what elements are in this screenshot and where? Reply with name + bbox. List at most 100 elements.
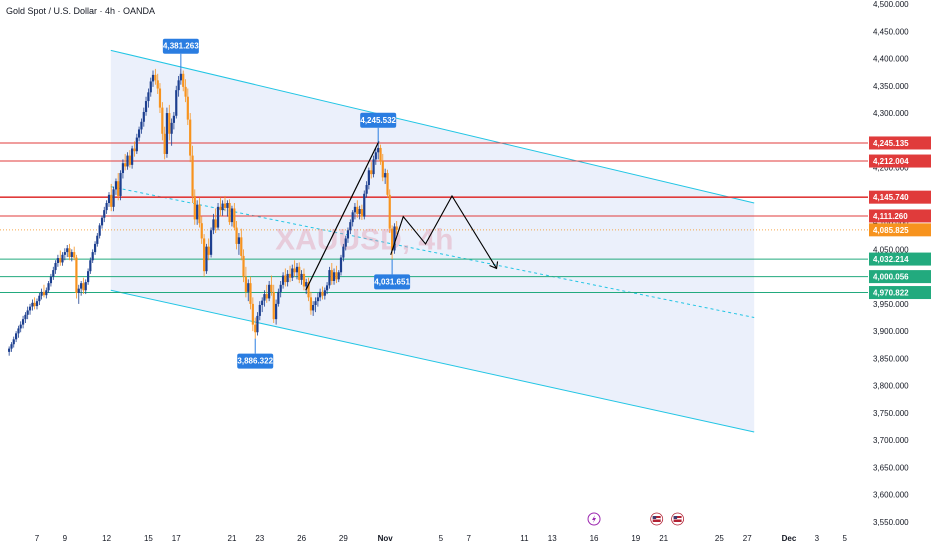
candle <box>226 200 229 217</box>
candle <box>275 299 278 325</box>
candle <box>386 169 389 198</box>
candle <box>87 268 90 285</box>
candle-body <box>114 181 118 190</box>
candle-body <box>363 193 366 217</box>
candle-body <box>244 276 247 292</box>
x-tick-label: 3 <box>815 534 820 543</box>
x-tick-label: Nov <box>378 534 394 543</box>
candle-body <box>228 203 231 223</box>
price-tag-label: 4,970.822 <box>873 289 909 298</box>
candle <box>214 208 217 234</box>
flag-stripe-white <box>673 518 682 520</box>
candle <box>52 266 55 280</box>
candle-body <box>381 161 384 178</box>
candle <box>268 280 271 302</box>
candle-body <box>337 272 340 280</box>
candle <box>272 284 275 323</box>
price-tag <box>869 190 931 204</box>
y-tick-label: 3,950.000 <box>873 300 909 309</box>
x-tick-label: 16 <box>590 534 599 543</box>
candle <box>135 133 138 154</box>
candle <box>291 264 294 281</box>
callout-box <box>237 353 274 369</box>
y-tick-label: 3,800.000 <box>873 382 909 391</box>
candle <box>316 292 319 307</box>
candle-body <box>8 348 11 352</box>
candle <box>31 299 34 311</box>
candle <box>75 254 78 299</box>
candle-body <box>121 163 125 174</box>
candle-body <box>179 73 182 81</box>
x-tick-label: 13 <box>548 534 557 543</box>
candle-body <box>49 276 53 284</box>
candle <box>151 70 155 87</box>
candle-body <box>205 246 208 272</box>
candle-body <box>21 319 25 325</box>
candle-body <box>295 266 299 273</box>
candle <box>147 88 150 108</box>
candle-body <box>270 284 273 292</box>
candle <box>149 77 152 97</box>
flag-stripe-white <box>652 518 661 520</box>
candle-body <box>124 163 127 167</box>
candle <box>112 186 115 212</box>
candle-body <box>349 222 352 231</box>
callout-label: 4,031.651 <box>374 277 410 286</box>
y-tick-label: 4,450.000 <box>873 27 909 36</box>
candle-body <box>91 252 94 261</box>
candle <box>189 113 192 163</box>
candle-body <box>302 273 306 287</box>
candle <box>10 342 13 352</box>
candle-body <box>219 206 222 211</box>
candle <box>379 144 382 165</box>
candle <box>332 268 336 285</box>
candle-body <box>177 80 180 91</box>
candle <box>270 275 273 296</box>
candle <box>59 250 62 266</box>
lightning-glyph <box>592 515 597 523</box>
candle-body <box>193 195 196 220</box>
candle-body <box>31 302 34 307</box>
channel-upper-line <box>110 49 755 204</box>
candle-body <box>344 238 347 247</box>
candle-body <box>54 263 57 271</box>
candle <box>15 331 18 343</box>
y-tick-label: 3,550.000 <box>873 518 909 527</box>
candle <box>391 225 394 260</box>
callout-label: 4,381.263 <box>163 42 199 51</box>
candle-body <box>339 257 343 273</box>
x-tick-label: 25 <box>715 534 724 543</box>
candle <box>61 252 64 266</box>
candle-body <box>196 204 199 220</box>
candle-body <box>128 155 131 165</box>
candle <box>100 215 104 229</box>
candle-body <box>165 113 169 154</box>
candle <box>66 245 69 258</box>
candle-body <box>356 206 359 214</box>
candle <box>158 83 162 114</box>
y-tick-label: 4,500.000 <box>873 0 909 9</box>
candle <box>124 153 127 171</box>
candle <box>351 210 354 227</box>
candle <box>179 68 182 85</box>
candle <box>161 102 164 141</box>
candle-body <box>242 255 245 277</box>
candle-body <box>223 203 227 208</box>
y-tick-label: 3,750.000 <box>873 409 909 418</box>
candle-body <box>279 284 282 292</box>
candle <box>205 243 208 274</box>
candle-body <box>254 324 257 333</box>
candle-body <box>56 258 59 263</box>
y-tick-label: 3,700.000 <box>873 436 909 445</box>
y-tick-label: 3,650.000 <box>873 463 909 472</box>
candle <box>45 287 48 299</box>
y-tick-label: 4,100.000 <box>873 218 909 227</box>
candle-body <box>40 291 43 296</box>
candle <box>24 312 27 323</box>
candle <box>212 213 215 235</box>
candle-body <box>70 252 73 258</box>
candle-body <box>38 295 41 302</box>
x-tick-label: 27 <box>743 534 752 543</box>
candle <box>93 241 97 255</box>
candle-body <box>346 230 350 239</box>
